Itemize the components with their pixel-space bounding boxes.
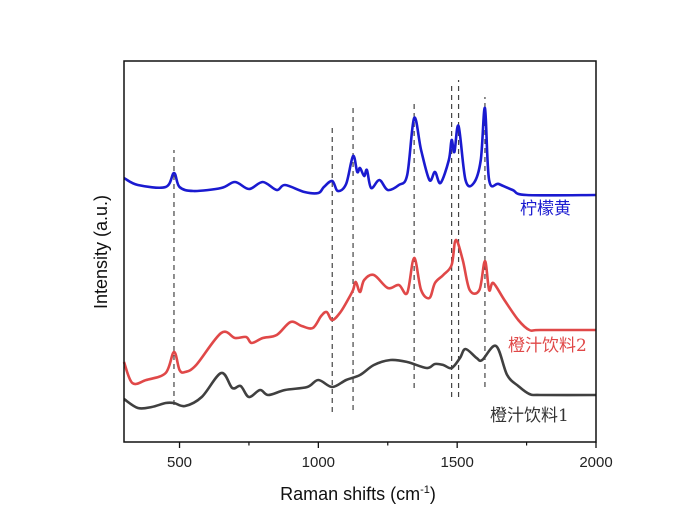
y-axis-title: Intensity (a.u.) [91, 195, 111, 309]
reference-lines [173, 80, 486, 412]
x-axis-title-sup: -1 [420, 484, 430, 496]
x-tick-label: 2000 [579, 454, 612, 471]
series-line-1 [122, 238, 596, 386]
series-line-2 [123, 344, 597, 410]
plot-frame [123, 60, 597, 443]
series-line-0 [123, 106, 597, 197]
x-tick-label: 500 [167, 454, 192, 471]
legend-label-orange-drink-1: 橙汁饮料1 [490, 406, 569, 426]
x-tick-label: 1500 [440, 454, 473, 471]
legend-label-orange-drink-2: 橙汁饮料2 [508, 336, 587, 356]
x-tick-label: 1000 [302, 454, 335, 471]
x-axis-title: Raman shifts (cm-1) [280, 484, 436, 504]
x-axis-title-close: ) [430, 484, 436, 504]
x-axis-ticks: 500 1000 1500 2000 [167, 442, 613, 471]
legend-label-lemon-yellow: 柠檬黄 [520, 199, 571, 219]
series-lines [122, 106, 597, 410]
x-axis-title-main: Raman shifts (cm [280, 484, 420, 504]
